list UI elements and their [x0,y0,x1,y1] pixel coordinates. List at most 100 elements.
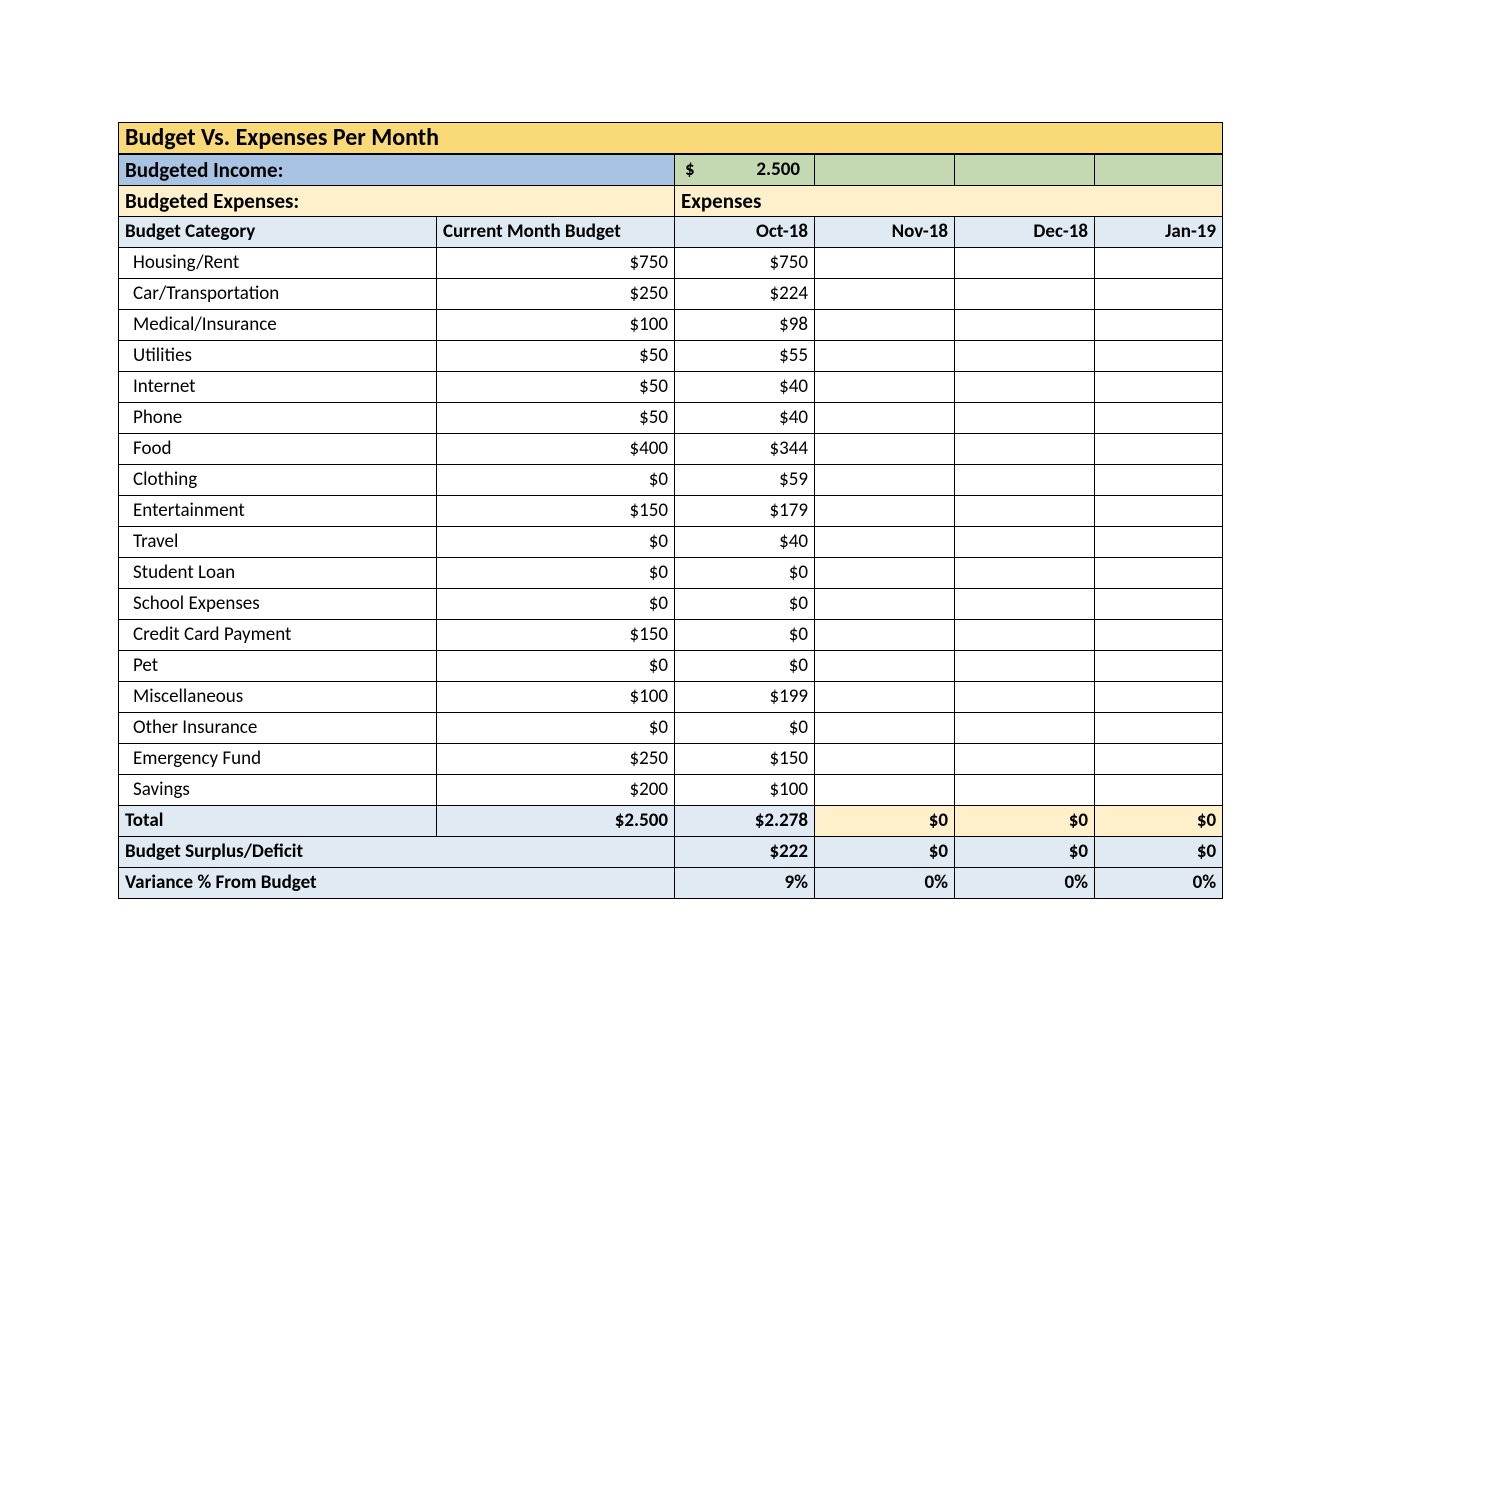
month-cell: $0 [675,651,815,682]
surplus-m2: $0 [955,837,1095,868]
category-cell: Phone [119,403,437,434]
month-cell [955,651,1095,682]
surplus-label: Budget Surplus/Deficit [119,837,675,868]
month-cell: $59 [675,465,815,496]
month-cell [815,682,955,713]
budget-cell: $0 [437,558,675,589]
month-cell [815,589,955,620]
month-cell [1095,682,1223,713]
month-cell [815,558,955,589]
month-cell: $98 [675,310,815,341]
category-cell: Housing/Rent [119,248,437,279]
month-cell [815,403,955,434]
income-blank-1 [815,154,955,186]
category-cell: Emergency Fund [119,744,437,775]
category-cell: Car/Transportation [119,279,437,310]
month-cell [1095,527,1223,558]
total-m2: $0 [955,806,1095,837]
month-cell: $179 [675,496,815,527]
budgeted-expenses-label: Budgeted Expenses: [119,186,675,217]
month-cell: $55 [675,341,815,372]
category-cell: Clothing [119,465,437,496]
month-cell: $199 [675,682,815,713]
category-cell: Student Loan [119,558,437,589]
col-month-0: Oct-18 [675,217,815,248]
budget-cell: $750 [437,248,675,279]
month-cell [955,620,1095,651]
month-cell [815,744,955,775]
month-cell [1095,496,1223,527]
month-cell [815,279,955,310]
month-cell [955,589,1095,620]
col-month-1: Nov-18 [815,217,955,248]
month-cell [955,341,1095,372]
category-cell: Medical/Insurance [119,310,437,341]
table-row: School Expenses$0$0 [119,589,1223,620]
table-row: Food$400$344 [119,434,1223,465]
table-row: Car/Transportation$250$224 [119,279,1223,310]
page-title: Budget Vs. Expenses Per Month [119,123,1223,155]
surplus-m1: $0 [815,837,955,868]
budget-table-container: Budget Vs. Expenses Per Month Budgeted I… [118,122,1222,899]
month-cell [955,682,1095,713]
budget-cell: $100 [437,682,675,713]
variance-m3: 0% [1095,868,1223,899]
month-cell [815,496,955,527]
month-cell [955,713,1095,744]
month-cell [815,434,955,465]
col-category: Budget Category [119,217,437,248]
budget-cell: $50 [437,403,675,434]
income-blank-3 [1095,154,1223,186]
budget-cell: $0 [437,713,675,744]
month-cell [1095,310,1223,341]
budget-cell: $250 [437,744,675,775]
table-row: Clothing$0$59 [119,465,1223,496]
month-cell [955,310,1095,341]
table-row: Pet$0$0 [119,651,1223,682]
income-blank-2 [955,154,1095,186]
month-cell [955,744,1095,775]
budget-cell: $150 [437,620,675,651]
income-value-cell: $ 2.500 [675,154,815,186]
month-cell [815,248,955,279]
table-row: Credit Card Payment$150$0 [119,620,1223,651]
col-month-2: Dec-18 [955,217,1095,248]
month-cell [1095,279,1223,310]
budget-cell: $250 [437,279,675,310]
month-cell: $0 [675,589,815,620]
month-cell: $150 [675,744,815,775]
month-cell [815,620,955,651]
budget-cell: $0 [437,589,675,620]
category-cell: Savings [119,775,437,806]
month-cell: $40 [675,403,815,434]
budget-cell: $0 [437,651,675,682]
budget-cell: $150 [437,496,675,527]
month-cell: $40 [675,527,815,558]
variance-m2: 0% [955,868,1095,899]
month-cell: $224 [675,279,815,310]
month-cell: $0 [675,713,815,744]
month-cell [1095,775,1223,806]
table-row: Internet$50$40 [119,372,1223,403]
column-headers: Budget Category Current Month Budget Oct… [119,217,1223,248]
category-cell: Utilities [119,341,437,372]
month-cell [1095,248,1223,279]
month-cell [1095,403,1223,434]
month-cell [955,775,1095,806]
month-cell [815,651,955,682]
total-m0: $2.278 [675,806,815,837]
expenses-header-row: Budgeted Expenses: Expenses [119,186,1223,217]
month-cell: $40 [675,372,815,403]
col-budget: Current Month Budget [437,217,675,248]
variance-m1: 0% [815,868,955,899]
table-row: Student Loan$0$0 [119,558,1223,589]
month-cell [1095,620,1223,651]
month-cell: $344 [675,434,815,465]
category-cell: Entertainment [119,496,437,527]
month-cell [955,558,1095,589]
table-row: Utilities$50$55 [119,341,1223,372]
table-row: Emergency Fund$250$150 [119,744,1223,775]
month-cell [1095,651,1223,682]
month-cell [815,372,955,403]
month-cell [955,496,1095,527]
